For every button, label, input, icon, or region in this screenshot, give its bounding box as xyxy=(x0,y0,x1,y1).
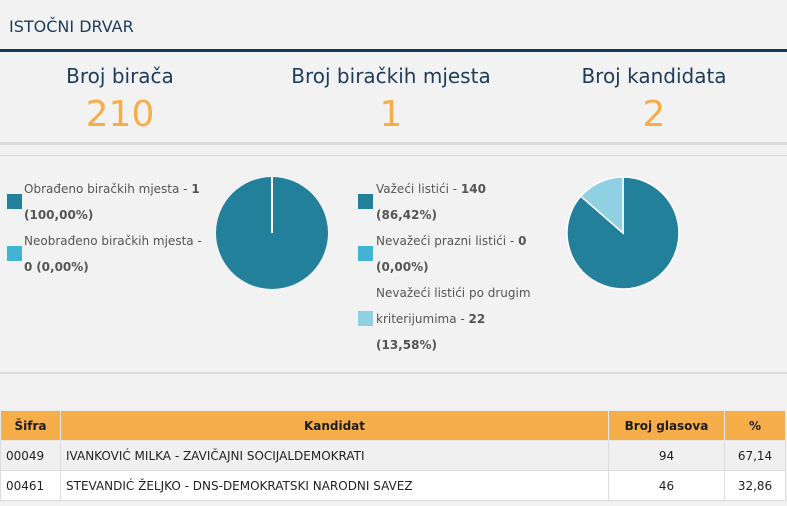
legend-pct: (0,00%) xyxy=(36,260,89,274)
cell-percent: 67,14 xyxy=(724,440,786,471)
legend-item-processed: Obrađeno biračkih mjesta - 1 (100,00%) xyxy=(24,176,204,228)
legend-num: 0 xyxy=(518,234,527,248)
legend-swatch-valid xyxy=(358,194,373,209)
legend-text: Nevažeći prazni listići - xyxy=(376,234,519,248)
col-votes[interactable]: Broj glasova xyxy=(608,410,725,441)
legend-num: 22 xyxy=(468,312,486,326)
legend-swatch-other-invalid xyxy=(358,311,373,326)
cell-percent: 32,86 xyxy=(724,470,786,501)
legend-pct: (13,58%) xyxy=(376,338,437,352)
stat-value: 2 xyxy=(642,94,666,135)
stat-label: Broj kandidata xyxy=(581,64,727,88)
charts-panel: Obrađeno biračkih mjesta - 1 (100,00%) Ne… xyxy=(0,155,787,374)
stat-voters: Broj birača 210 xyxy=(0,64,250,135)
cell-candidate: STEVANDIĆ ŽELJKO - DNS-DEMOKRATSKI NAROD… xyxy=(60,470,609,501)
legend-swatch-blank xyxy=(358,246,373,261)
legend-num: 1 xyxy=(191,182,200,196)
stat-candidates: Broj kandidata 2 xyxy=(524,64,784,135)
pie-chart-ballots xyxy=(566,176,680,290)
col-percent[interactable]: % xyxy=(724,410,786,441)
legend-num: 0 xyxy=(24,260,33,274)
legend-item-unprocessed: Neobrađeno biračkih mjesta - 0 (0,00%) xyxy=(24,228,204,280)
page-title: ISTOČNI DRVAR xyxy=(9,17,134,36)
col-code[interactable]: Šifra xyxy=(0,410,61,441)
legend-text: Nevažeći listići po drugim xyxy=(376,286,531,300)
legend-pct: (100,00%) xyxy=(24,208,94,222)
table-row: 00461 STEVANDIĆ ŽELJKO - DNS-DEMOKRATSKI … xyxy=(0,470,786,501)
legend-item-blank: Nevažeći prazni listići - 0 (0,00%) xyxy=(376,228,536,280)
legend-swatch-processed xyxy=(7,194,22,209)
stats-panel: Broj birača 210 Broj biračkih mjesta 1 Bro… xyxy=(0,52,787,145)
legend-swatch-unprocessed xyxy=(7,246,22,261)
legend-num: 140 xyxy=(460,182,486,196)
legend-item-other-invalid: Nevažeći listići po drugim kriterijumima … xyxy=(376,280,536,358)
header: ISTOČNI DRVAR xyxy=(0,0,787,52)
legend-item-valid: Važeći listići - 140 (86,42%) xyxy=(376,176,536,228)
legend-text: kriterijumima - xyxy=(376,312,469,326)
results-table: Šifra Kandidat Broj glasova % 00049 IVANK… xyxy=(0,410,786,501)
cell-code: 00049 xyxy=(0,440,61,471)
legend-text: Neobrađeno biračkih mjesta - xyxy=(24,234,202,248)
legend-text: Važeći listići - xyxy=(376,182,461,196)
table-row: 00049 IVANKOVIĆ MILKA - ZAVIČAJNI SOCIJAL… xyxy=(0,440,786,471)
cell-code: 00461 xyxy=(0,470,61,501)
cell-votes: 46 xyxy=(608,470,725,501)
cell-candidate: IVANKOVIĆ MILKA - ZAVIČAJNI SOCIJALDEMOK… xyxy=(60,440,609,471)
stat-label: Broj biračkih mjesta xyxy=(291,64,491,88)
pie-slice xyxy=(579,176,624,235)
legend-pct: (0,00%) xyxy=(376,260,429,274)
col-candidate[interactable]: Kandidat xyxy=(60,410,609,441)
stat-polling-stations: Broj biračkih mjesta 1 xyxy=(261,64,521,135)
legend-text: Obrađeno biračkih mjesta - xyxy=(24,182,192,196)
legend-pct: (86,42%) xyxy=(376,208,437,222)
stat-value: 1 xyxy=(379,94,403,135)
cell-votes: 94 xyxy=(608,440,725,471)
stat-value: 210 xyxy=(85,94,155,135)
pie-chart-polling-stations xyxy=(216,177,328,289)
stat-label: Broj birača xyxy=(66,64,174,88)
